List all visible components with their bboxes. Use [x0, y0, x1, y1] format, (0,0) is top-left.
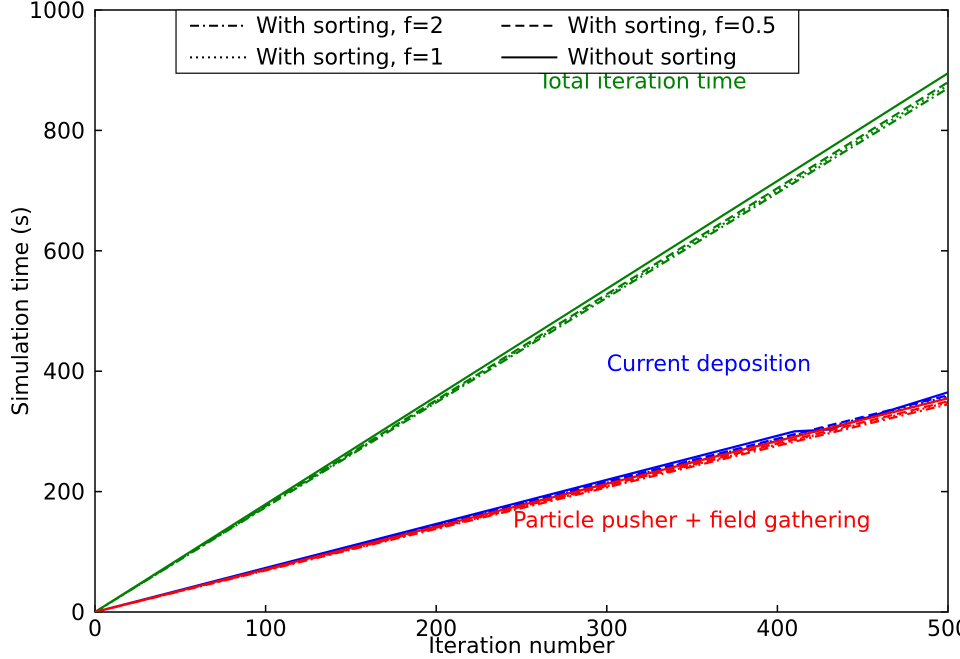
legend: With sorting, f=2 With sorting, f=1 With s…: [176, 10, 799, 73]
line-chart: 010020030040050002004006008001000Iterati…: [0, 0, 960, 659]
y-tick-label: 0: [71, 601, 85, 626]
legend-entry-label: Without sorting: [567, 45, 737, 70]
y-axis-label: Simulation time (s): [9, 206, 34, 416]
annotation-deposition: Current deposition: [607, 352, 811, 377]
x-axis-label: Iteration number: [428, 634, 615, 659]
x-tick-label: 100: [245, 617, 287, 642]
x-tick-label: 500: [927, 617, 960, 642]
x-tick-label: 400: [756, 617, 798, 642]
annotation-pusher: Particle pusher + field gathering: [513, 509, 871, 534]
y-tick-label: 400: [43, 360, 85, 385]
y-tick-label: 1000: [29, 0, 85, 24]
x-tick-label: 0: [88, 617, 102, 642]
legend-entry-label: With sorting, f=0.5: [567, 14, 776, 39]
y-tick-label: 200: [43, 481, 85, 506]
legend-entry-label: With sorting, f=2: [256, 14, 444, 39]
chart-container: 010020030040050002004006008001000Iterati…: [0, 0, 960, 659]
y-tick-label: 600: [43, 240, 85, 265]
legend-entry-label: With sorting, f=1: [256, 45, 444, 70]
y-tick-label: 800: [43, 119, 85, 144]
